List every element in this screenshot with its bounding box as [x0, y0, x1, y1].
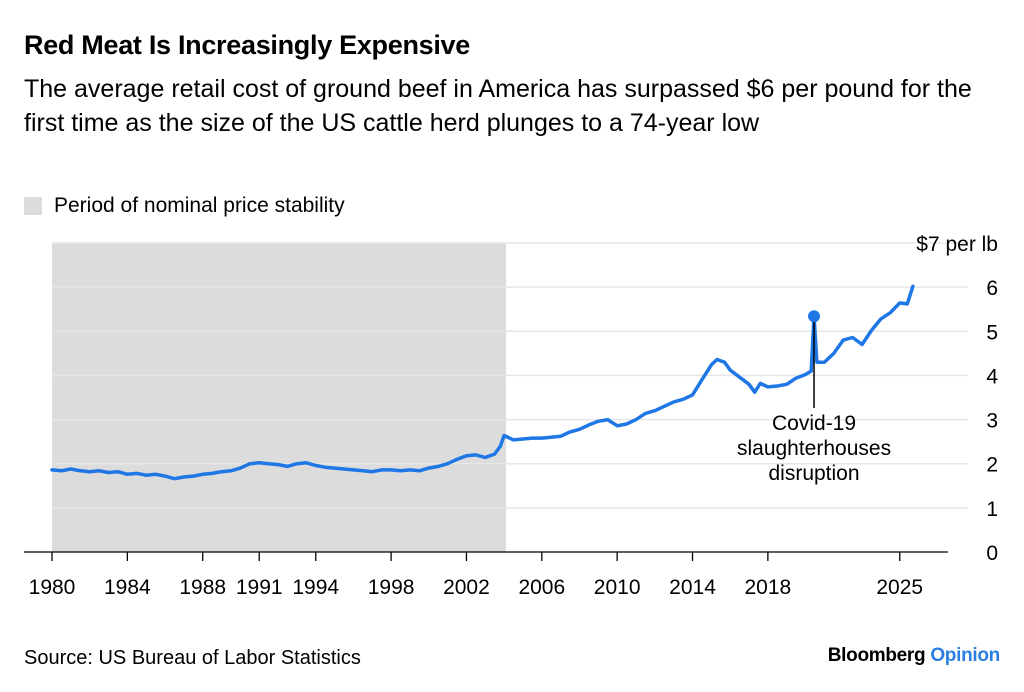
y-tick-label-7: $7 per lb — [916, 233, 998, 256]
x-tick-label-2010: 2010 — [594, 576, 641, 599]
annotation-label-line-1: slaughterhouses — [737, 437, 891, 460]
brand-logo: Bloomberg Opinion — [827, 645, 1001, 667]
x-tick-label-1994: 1994 — [292, 576, 339, 599]
chart-subtitle: The average retail cost of ground beef i… — [24, 75, 972, 137]
x-tick-label-2002: 2002 — [443, 576, 490, 599]
x-tick-label-2006: 2006 — [518, 576, 565, 599]
x-tick-label-1998: 1998 — [368, 576, 415, 599]
chart-title: Red Meat Is Increasingly Expensive — [24, 30, 470, 60]
legend: Period of nominal price stability — [24, 194, 345, 218]
annotation-label-line-2: disruption — [768, 462, 859, 485]
x-tick-label-2018: 2018 — [745, 576, 792, 599]
series-line-0 — [50, 284, 915, 481]
x-tick-label-1988: 1988 — [179, 576, 226, 599]
y-tick-label-1: 1 — [986, 498, 998, 521]
y-tick-label-0: 0 — [986, 542, 998, 565]
legend-label-shaded-period: Period of nominal price stability — [54, 194, 345, 217]
x-tick-label-1991: 1991 — [236, 576, 283, 599]
legend-swatch-shaded-period — [24, 197, 42, 215]
y-tick-label-2: 2 — [986, 454, 998, 477]
brand-suffix: Opinion — [930, 645, 1000, 666]
y-tick-label-3: 3 — [986, 410, 998, 433]
y-tick-label-6: 6 — [986, 277, 998, 300]
x-tick-label-2025: 2025 — [876, 576, 923, 599]
x-tick-label-1980: 1980 — [29, 576, 76, 599]
y-tick-label-5: 5 — [986, 321, 998, 344]
annotation-label-line-0: Covid-19 — [772, 412, 856, 435]
annotation-marker — [808, 310, 821, 323]
y-tick-label-4: 4 — [986, 365, 998, 388]
x-tick-label-1984: 1984 — [104, 576, 151, 599]
shaded-period — [52, 243, 507, 552]
x-tick-label-2014: 2014 — [669, 576, 716, 599]
brand-name: Bloomberg — [827, 645, 926, 666]
source-note: Source: US Bureau of Labor Statistics — [24, 647, 361, 669]
